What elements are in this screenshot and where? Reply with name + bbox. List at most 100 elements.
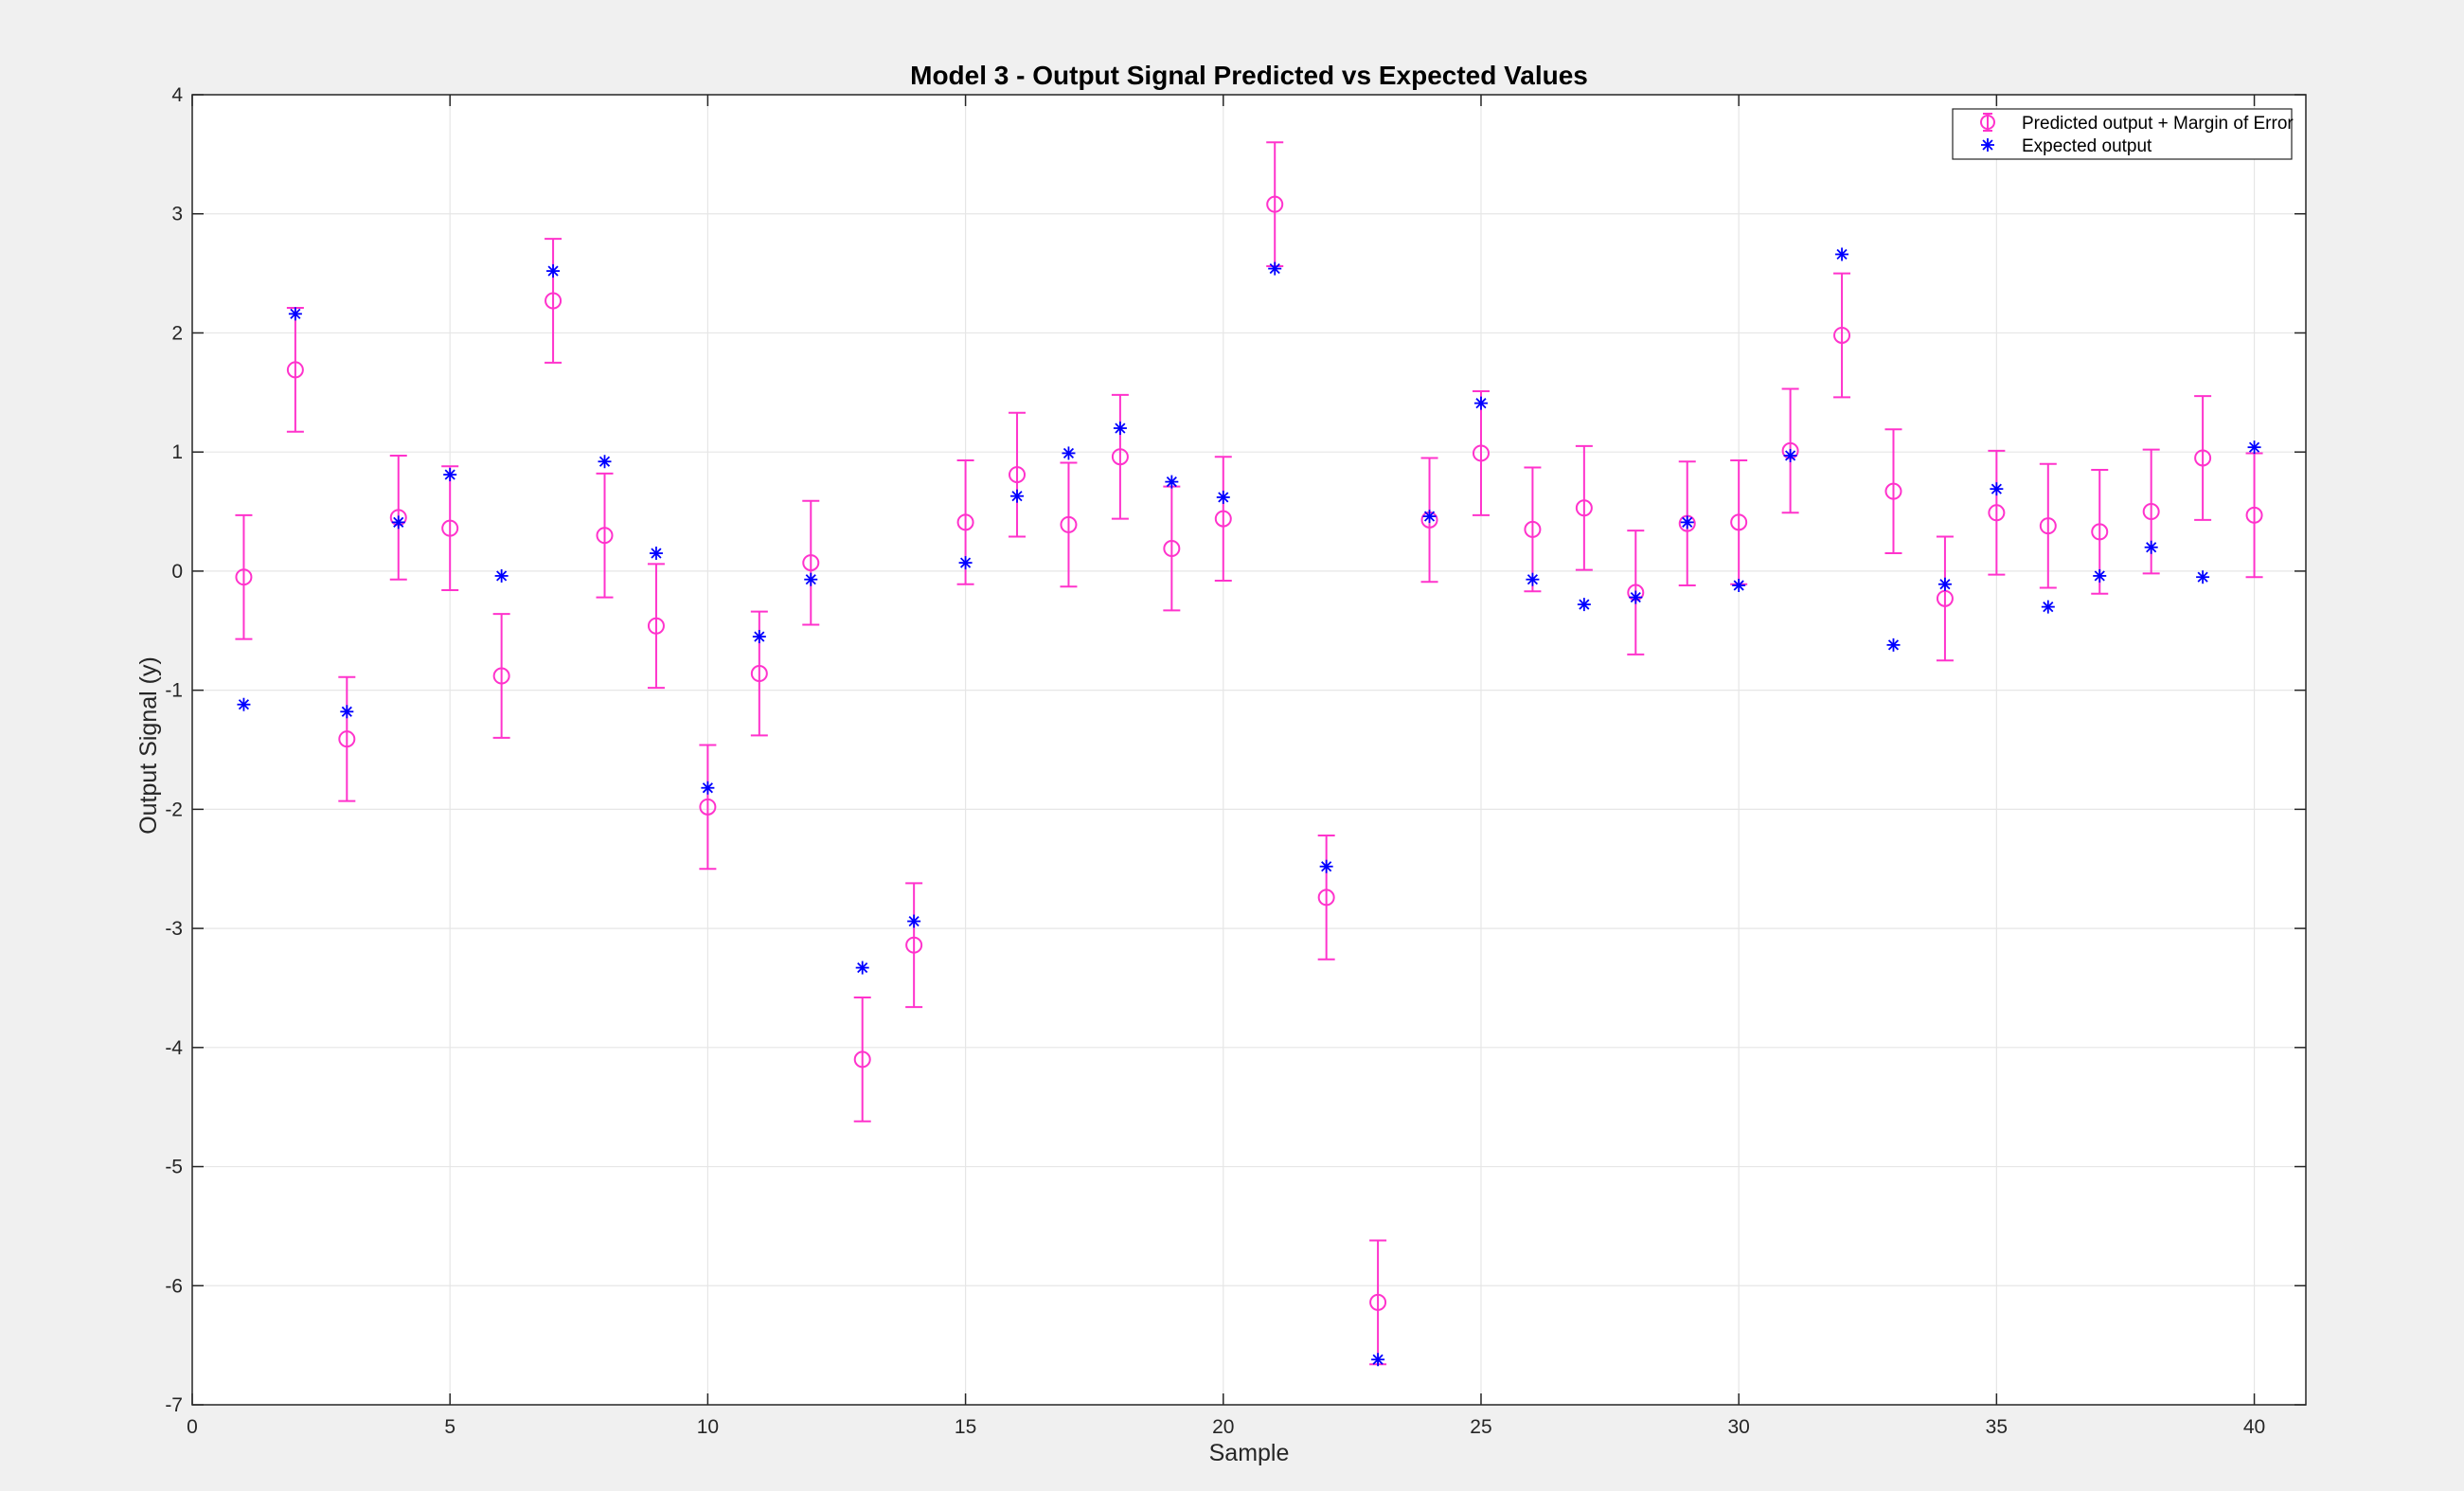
asterisk-stroke [651,548,662,559]
error-bar [699,744,717,871]
error-bar [802,499,820,626]
error-bar [1833,272,1851,399]
asterisk-stroke [444,469,455,480]
asterisk-stroke [1423,511,1436,522]
predicted-point [905,936,923,954]
legend-item-predicted: Predicted output + Margin of Error [1980,113,2294,134]
asterisk-stroke [2197,571,2208,583]
asterisk-stroke [598,456,611,467]
expected-point [2247,440,2261,455]
expected-point [1113,422,1127,436]
expected-point [2041,600,2055,614]
error-bar [1317,835,1335,961]
expected-point [288,307,302,321]
asterisk-stroke [1115,422,1126,434]
axes-box [191,94,2307,1406]
error-bar [441,465,459,592]
asterisk-stroke [1218,492,1229,503]
expected-point [958,556,973,570]
expected-point [1937,577,1952,591]
asterisk-stroke [238,699,250,710]
asterisk-stroke [2094,570,2105,582]
asterisk-stroke [1269,262,1280,275]
predicted-point [1575,499,1593,517]
predicted-point [699,798,717,816]
x-axis-label: Sample [1209,1440,1290,1466]
predicted-point [441,519,459,537]
predicted-point [2142,503,2160,521]
asterisk-stroke [702,782,713,794]
predicted-point [2091,523,2109,541]
predicted-point [492,667,510,685]
expected-point [1577,598,1591,612]
error-bar [1575,444,1593,571]
legend: Predicted output + Margin of Error Expec… [1952,108,2294,160]
y-tick-label: 3 [171,204,183,225]
legend-asterisk-icon [1981,138,1994,152]
asterisk-stroke [1321,861,1332,872]
expected-point [1473,396,1488,410]
error-bar [1111,393,1129,520]
y-axis-ticks: -7 -6 -5 -4 -3 -2 -1 0 1 2 3 4 [165,84,2306,1416]
x-tick-label: 20 [1212,1416,1234,1438]
error-bar [492,613,510,739]
expected-point [804,572,818,586]
predicted-point [853,1051,871,1069]
expected-point [2196,570,2210,584]
predicted-point [1317,889,1335,907]
x-tick-label: 35 [1986,1416,2008,1438]
asterisk-stroke [805,574,816,585]
asterisk-stroke [1527,574,1539,585]
expected-point [855,961,869,975]
asterisk-stroke [547,265,559,277]
y-tick-label: -7 [165,1394,183,1416]
expected-point [1165,475,1179,489]
chart-title: Model 3 - Output Signal Predicted vs Exp… [910,61,1588,90]
expected-point [340,705,354,719]
legend-box [1952,108,2293,160]
predicted-point [596,527,614,545]
predicted-point [1060,515,1078,533]
expected-point [546,264,561,278]
asterisk-stroke [1062,447,1075,459]
asterisk-stroke [1372,1354,1384,1365]
expected-point [1835,247,1849,261]
error-bar [545,238,562,364]
expected-point [752,630,766,644]
x-tick-label: 25 [1470,1416,1491,1438]
expected-point [1216,490,1230,504]
y-tick-label: -4 [165,1037,183,1059]
y-tick-label: -5 [165,1157,183,1178]
asterisk-stroke [393,516,404,528]
expected-point [907,914,921,928]
expected-point [1680,515,1694,530]
asterisk-stroke [2146,542,2157,553]
x-tick-label: 30 [1727,1416,1749,1438]
predicted-point [1884,482,1902,500]
predicted-point [1988,504,2006,522]
asterisk-stroke [1011,491,1023,502]
expected-point [1422,510,1437,524]
error-bar [338,675,356,802]
y-tick-label: -6 [165,1275,183,1297]
asterisk-stroke [857,961,868,974]
error-bar [2194,395,2212,521]
expected-point [1010,489,1025,503]
asterisk-stroke [1836,248,1848,260]
predicted-point [1833,326,1851,344]
asterisk-stroke [1887,639,1900,651]
x-tick-label: 15 [955,1416,976,1438]
y-tick-label: 4 [171,84,183,106]
asterisk-stroke [496,570,508,582]
predicted-point [1524,520,1542,538]
expected-point [701,781,715,795]
expected-point [1990,482,2004,496]
asterisk-stroke [1166,476,1177,488]
y-tick-label: -2 [165,799,183,820]
expected-point [598,455,612,469]
expected-point [1629,590,1643,604]
error-bars [235,141,2263,1366]
error-bar [1988,449,2006,576]
expected-point [1268,261,1282,276]
